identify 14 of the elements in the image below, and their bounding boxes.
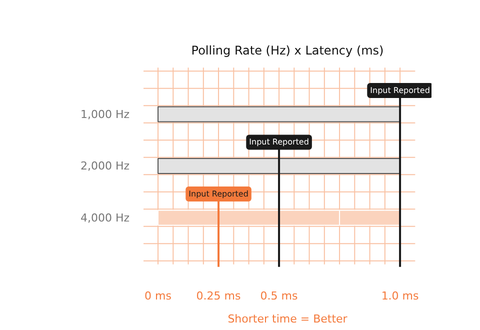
bar (158, 158, 280, 174)
x-tick-label: 0.25 ms (196, 290, 242, 302)
bar (158, 106, 401, 122)
y-tick-label: 4,000 Hz (80, 211, 130, 224)
text: Shorter time = Better (228, 312, 348, 326)
x-tick-label: 0 ms (144, 290, 172, 302)
ref-line-label: Input Reported (249, 138, 309, 147)
x-tick-label: 0.5 ms (260, 290, 298, 302)
x-tick-label: 1.0 ms (381, 290, 420, 302)
ref-line-label: Input Reported (370, 86, 430, 95)
y-tick-label: 1,000 Hz (80, 108, 130, 121)
chart-title: Polling Rate (Hz) x Latency (ms) (191, 44, 384, 58)
y-tick-label: 2,000 Hz (80, 160, 130, 172)
ref-line-label: Input Reported (188, 189, 248, 198)
